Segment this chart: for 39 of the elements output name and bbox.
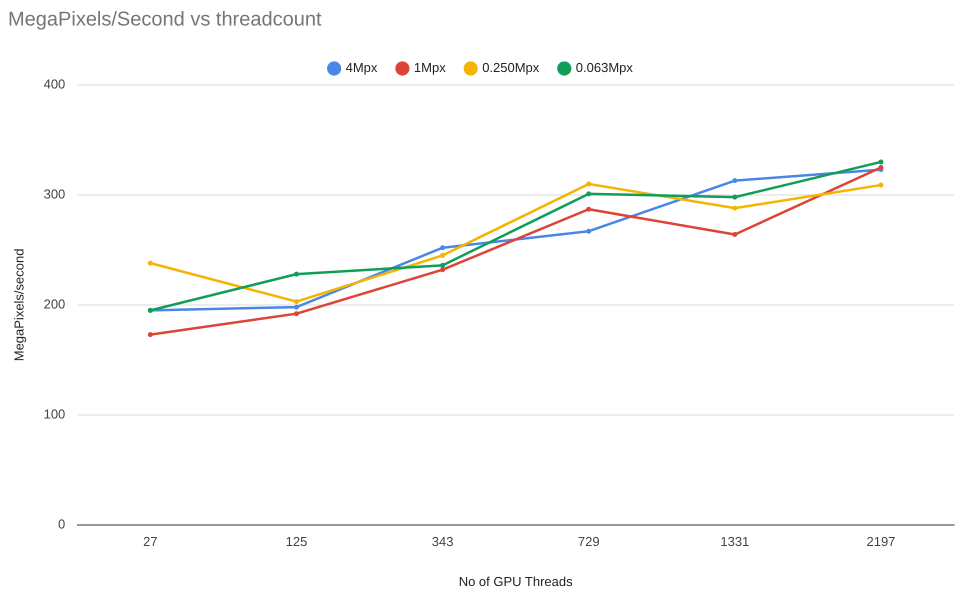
point: [878, 164, 884, 170]
legend-label: 0.063Mpx: [576, 60, 634, 76]
point: [586, 191, 592, 196]
y-tick-label: 400: [44, 76, 66, 92]
y-tick-label: 200: [44, 296, 66, 312]
legend-label: 0.250Mpx: [482, 60, 540, 76]
point: [732, 206, 738, 211]
point: [878, 159, 884, 164]
x-tick-label: 2197: [866, 534, 896, 550]
point: [586, 181, 592, 186]
legend-label: 1Mpx: [414, 60, 446, 76]
legend-label: 4Mpx: [346, 60, 378, 76]
y-tick-label: 100: [44, 406, 66, 422]
point: [148, 260, 153, 266]
point: [294, 272, 299, 277]
point: [732, 194, 738, 200]
x-tick-label: 125: [286, 534, 308, 550]
x-tick-label: 27: [143, 534, 158, 550]
chart-title: MegaPixels/Second vs threadcount: [8, 8, 322, 31]
point: [878, 182, 884, 188]
point: [294, 304, 299, 310]
x-tick-label: 1331: [720, 534, 750, 550]
x-axis-title: No of GPU Threads: [458, 574, 574, 589]
point: [732, 178, 738, 184]
point: [440, 245, 446, 250]
point: [294, 311, 299, 316]
point: [440, 267, 446, 272]
point: [148, 332, 153, 338]
point: [294, 299, 299, 304]
x-tick-label: 729: [578, 534, 600, 550]
y-axis-title: MegaPixels/second: [11, 248, 26, 362]
point: [586, 206, 592, 212]
point: [440, 252, 446, 258]
y-tick-label: 300: [44, 186, 66, 202]
point: [440, 262, 446, 268]
point: [732, 232, 738, 238]
point: [586, 228, 592, 234]
x-tick-label: 343: [432, 534, 454, 550]
y-tick-label: 0: [58, 516, 66, 532]
